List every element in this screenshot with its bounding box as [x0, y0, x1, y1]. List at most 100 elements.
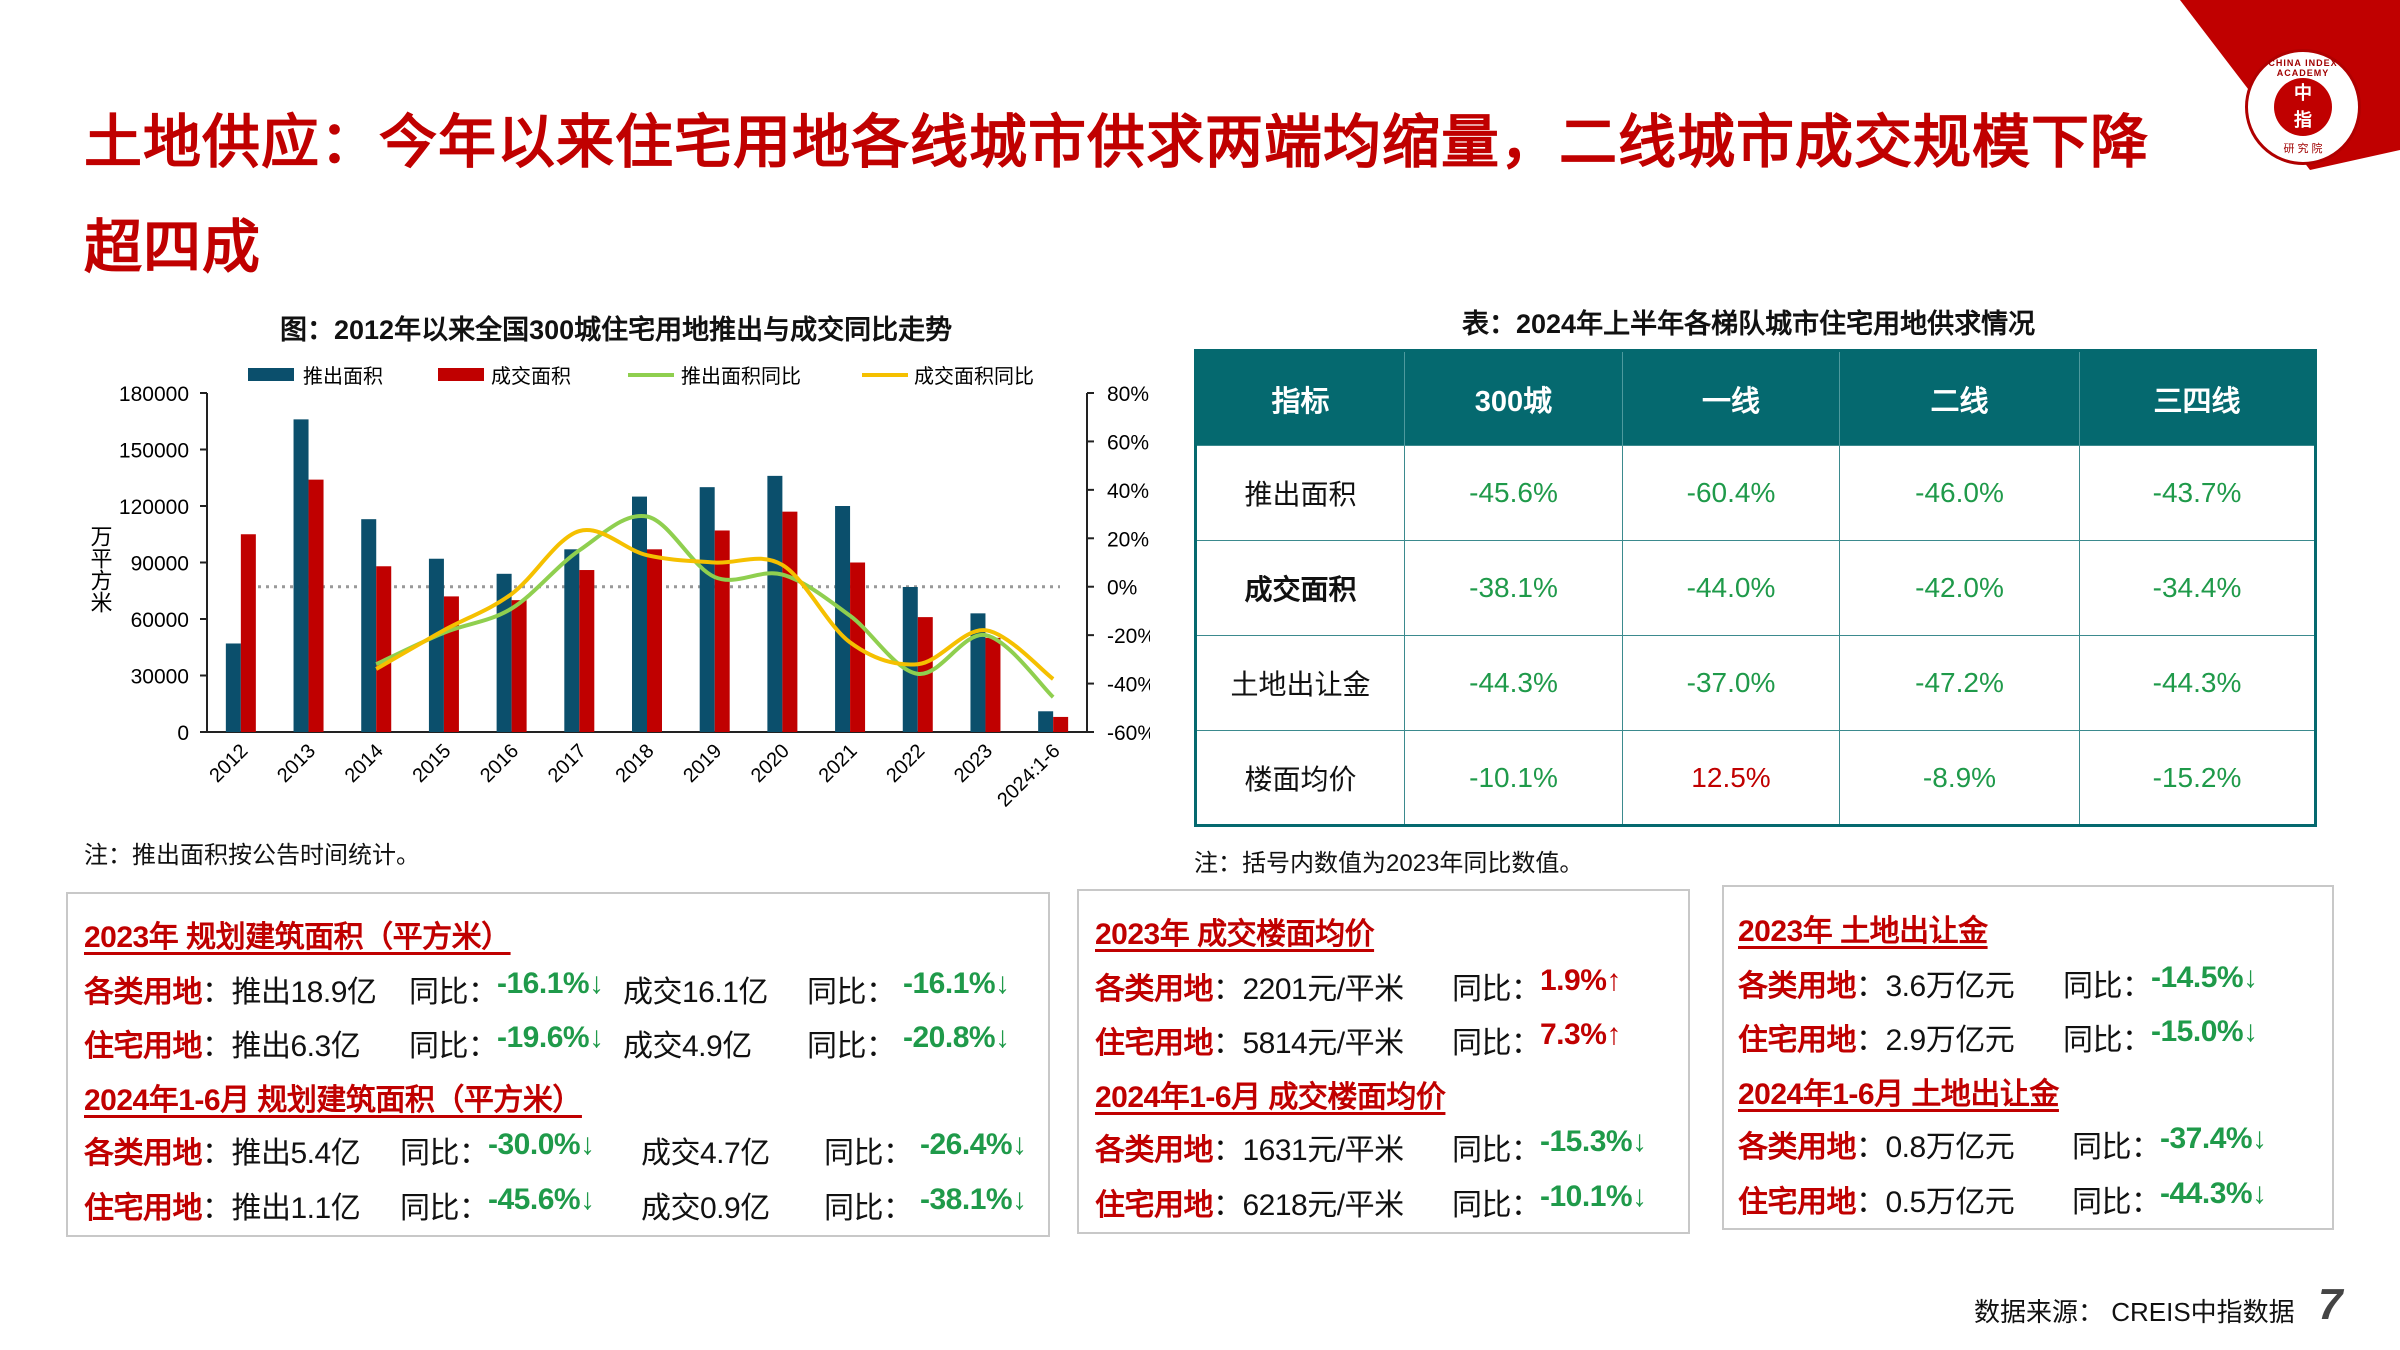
- value-text: ：1631元/平米: [1213, 1134, 1404, 1167]
- value-text: ：3.6万亿元: [1856, 970, 2015, 1003]
- land-type-label: 住宅用地: [1738, 1024, 1857, 1057]
- table-cell: -43.7%: [2079, 445, 2316, 541]
- bar-sold-2014: [376, 566, 392, 732]
- yoy-label: 同比：: [1452, 1027, 1541, 1060]
- bar-launched-2021: [835, 506, 851, 732]
- table-note: 注：括号内数值为2023年同比数值。: [1194, 850, 1584, 877]
- legend-label: 成交面积同比: [914, 365, 1034, 388]
- x-tick-label: 2019: [679, 740, 726, 787]
- yoy-label: 同比：: [400, 1137, 489, 1170]
- x-tick-label: 2016: [476, 740, 523, 787]
- yoy-value: -16.1%↓: [903, 967, 1010, 1000]
- bar-sold-2015: [443, 596, 459, 732]
- table-cell: -45.6%: [1404, 445, 1623, 541]
- y-tick-label: 180000: [119, 383, 189, 406]
- bar-launched-2022: [902, 586, 918, 732]
- deal-text: 成交0.9亿: [641, 1192, 770, 1225]
- x-tick-label: 2013: [273, 740, 320, 787]
- bar-sold-2017: [579, 570, 595, 732]
- x-tick-label: 2018: [612, 740, 659, 787]
- deal-text: 成交4.7亿: [641, 1137, 770, 1170]
- y-tick-label: 30000: [131, 666, 189, 689]
- yoy-label: 同比：: [807, 1030, 896, 1063]
- header-cell: 300城: [1404, 350, 1623, 446]
- bar-sold-2020: [782, 511, 798, 732]
- y-tick-label: 0: [177, 722, 189, 745]
- table-cell: -34.4%: [2079, 540, 2316, 636]
- y-tick-label: 90000: [131, 553, 189, 576]
- yoy-value: -30.0%↓: [488, 1128, 595, 1161]
- value-text: ：推出1.1亿: [202, 1192, 361, 1225]
- section-heading: 2024年1-6月 成交楼面均价: [1095, 1081, 1446, 1114]
- bar-launched-2020: [767, 475, 783, 732]
- value-text: ：0.8万亿元: [1856, 1131, 2015, 1164]
- yoy-value: -14.5%↓: [2151, 961, 2258, 994]
- page-number: 7: [2318, 1280, 2343, 1329]
- deal-text: 成交4.9亿: [623, 1030, 752, 1063]
- bar-launched-2018: [632, 496, 647, 732]
- table-cell: -60.4%: [1622, 445, 1840, 541]
- yoy-value: -37.4%↓: [2160, 1122, 2267, 1155]
- bar-launched-2019: [699, 487, 715, 732]
- bar-launched-2014: [361, 519, 377, 732]
- yoy-value: -15.0%↓: [2151, 1015, 2258, 1048]
- x-tick-label: 2015: [408, 740, 455, 787]
- bar-sold-2023: [985, 637, 1001, 732]
- section-heading: 2023年 成交楼面均价: [1095, 918, 1375, 951]
- table-cell: -42.0%: [1839, 540, 2080, 636]
- y-tick-label: 150000: [119, 440, 189, 463]
- bar-sold-2013: [308, 479, 324, 732]
- y-axis-label: 万平方米: [88, 525, 113, 613]
- legend-label: 推出面积同比: [681, 365, 801, 388]
- land-type-label: 各类用地: [1095, 1134, 1214, 1167]
- yoy-value: -16.1%↓: [497, 967, 604, 1000]
- section-heading: 2023年 土地出让金: [1738, 915, 1988, 948]
- data-source: 数据来源： CREIS中指数据: [1974, 1297, 2295, 1327]
- bar-sold-2024:1-6: [1053, 716, 1069, 732]
- table-cell: -15.2%: [2079, 730, 2316, 826]
- header-cell: 二线: [1839, 350, 2080, 446]
- bar-sold-2018: [647, 549, 662, 732]
- yoy-label: 同比：: [1452, 1134, 1541, 1167]
- yoy-label: 同比：: [409, 976, 498, 1009]
- yoy-value: -45.6%↓: [488, 1183, 595, 1216]
- table-cell: -10.1%: [1404, 730, 1623, 826]
- value-text: ：推出6.3亿: [202, 1030, 361, 1063]
- table-cell: -44.0%: [1622, 540, 1840, 636]
- x-tick-label: 2020: [747, 740, 794, 787]
- legend-swatch: [248, 368, 294, 381]
- table-cell: -37.0%: [1622, 635, 1840, 731]
- land-revenue-box: [1722, 885, 2334, 1230]
- logo-ring-text: CHINA INDEX ACADEMY: [2268, 58, 2338, 78]
- section-heading: 2024年1-6月 土地出让金: [1738, 1078, 2059, 1111]
- line-sold-yoy: [375, 527, 1055, 681]
- x-tick-label: 2017: [544, 740, 591, 787]
- y2-tick-label: -20%: [1107, 625, 1150, 648]
- land-type-label: 各类用地: [84, 1137, 203, 1170]
- land-type-label: 各类用地: [1738, 1131, 1857, 1164]
- land-type-label: 住宅用地: [1738, 1186, 1857, 1219]
- yoy-value: -10.1%↓: [1540, 1180, 1647, 1213]
- y2-tick-label: -60%: [1107, 722, 1150, 745]
- yoy-value: -38.1%↓: [920, 1183, 1027, 1216]
- header-cell: 指标: [1195, 350, 1405, 446]
- yoy-value: 1.9%↑: [1540, 964, 1621, 997]
- table-cell: 12.5%: [1622, 730, 1840, 826]
- row-label: 推出面积: [1195, 445, 1405, 541]
- row-label: 楼面均价: [1195, 730, 1405, 826]
- page-title-line1: 土地供应：今年以来住宅用地各线城市供求两端均缩量，二线城市成交规模下降: [84, 110, 2150, 175]
- yoy-label: 同比：: [409, 1030, 498, 1063]
- bar-launched-2017: [564, 549, 580, 732]
- floor-price-box: [1077, 889, 1690, 1234]
- logo-bottom-text: 研 究 院: [2283, 143, 2323, 155]
- yoy-value: -44.3%↓: [2160, 1177, 2267, 1210]
- value-text: ：0.5万亿元: [1856, 1186, 2015, 1219]
- yoy-value: -26.4%↓: [920, 1128, 1027, 1161]
- table-row: 成交面积 -38.1% -44.0% -42.0% -34.4%: [1195, 540, 2316, 636]
- y2-tick-label: 0%: [1107, 577, 1137, 600]
- yoy-label: 同比：: [2072, 1131, 2161, 1164]
- land-type-label: 各类用地: [1095, 973, 1214, 1006]
- section-heading: 2023年 规划建筑面积（平方米）: [84, 921, 511, 954]
- logo-char: 中: [2294, 83, 2312, 103]
- table-header-row: 指标 300城 一线 二线 三四线: [1195, 350, 2316, 446]
